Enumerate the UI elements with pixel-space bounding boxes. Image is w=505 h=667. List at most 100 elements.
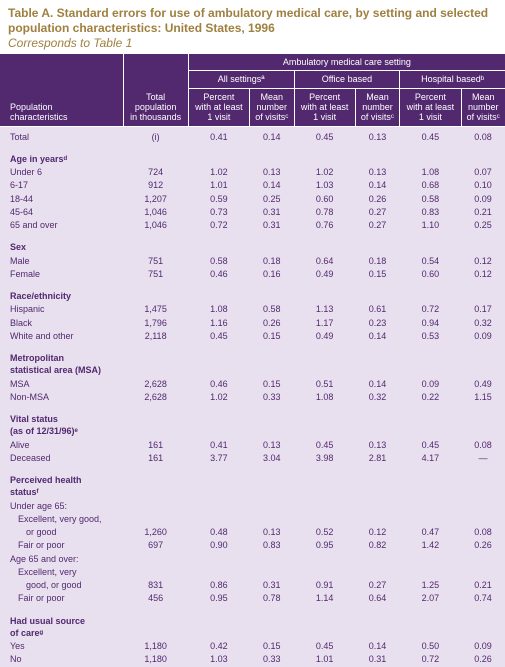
cell: 0.13 <box>355 166 400 179</box>
cell: 0.12 <box>461 255 505 268</box>
hdr-group-all: All settingsª <box>188 71 294 88</box>
table-row: Yes1,1800.420.150.450.140.500.09 <box>0 640 505 653</box>
cell <box>294 553 355 566</box>
cell: 456 <box>123 592 188 605</box>
cell: MSA <box>0 378 123 391</box>
cell: 1.03 <box>188 653 249 666</box>
cell: 0.58 <box>400 193 461 206</box>
section-title: Age in yearsᵈ <box>0 148 505 166</box>
cell: 0.32 <box>461 317 505 330</box>
cell <box>461 553 505 566</box>
cell: 1,180 <box>123 653 188 666</box>
cell: 0.14 <box>355 330 400 343</box>
cell <box>294 513 355 526</box>
cell: 2,628 <box>123 391 188 404</box>
cell: 0.54 <box>400 255 461 268</box>
cell: 1,180 <box>123 640 188 653</box>
cell: 161 <box>123 439 188 452</box>
cell: 0.53 <box>400 330 461 343</box>
table-row: 18-441,2070.590.250.600.260.580.09 <box>0 193 505 206</box>
cell: 0.33 <box>250 653 295 666</box>
cell: 0.59 <box>188 193 249 206</box>
cell: 0.49 <box>294 268 355 281</box>
cell: 0.15 <box>250 640 295 653</box>
cell: 0.32 <box>355 391 400 404</box>
table-row: Non-MSA2,6281.020.331.080.320.221.15 <box>0 391 505 404</box>
cell: 3.77 <box>188 452 249 465</box>
cell <box>250 500 295 513</box>
cell: 45-64 <box>0 206 123 219</box>
cell: Fair or poor <box>0 592 123 605</box>
table-row: Fair or poor6970.900.830.950.821.420.26 <box>0 539 505 552</box>
table-row: No1,1801.030.331.010.310.720.26 <box>0 653 505 666</box>
cell: Fair or poor <box>0 539 123 552</box>
section-title: Sex <box>0 236 505 254</box>
cell: 0.95 <box>294 539 355 552</box>
table-row: Male7510.580.180.640.180.540.12 <box>0 255 505 268</box>
cell: 0.17 <box>461 303 505 316</box>
cell: 161 <box>123 452 188 465</box>
cell <box>400 500 461 513</box>
cell: 0.18 <box>250 255 295 268</box>
cell: 0.31 <box>250 579 295 592</box>
table-row: Deceased1613.773.043.982.814.17— <box>0 452 505 465</box>
hdr-hosp-pct: Percentwith at least1 visit <box>400 88 461 126</box>
cell: 1,475 <box>123 303 188 316</box>
section-title: Had usual source <box>0 610 505 628</box>
cell: Male <box>0 255 123 268</box>
table-row: Total(i)0.410.140.450.130.450.08 <box>0 131 505 144</box>
table-row: Age in yearsᵈ <box>0 148 505 166</box>
cell: 0.13 <box>250 439 295 452</box>
cell: 0.26 <box>461 653 505 666</box>
cell: 1.08 <box>400 166 461 179</box>
section-title: Metropolitan <box>0 347 505 365</box>
cell: 1,796 <box>123 317 188 330</box>
cell: 3.04 <box>250 452 295 465</box>
cell: 0.45 <box>294 640 355 653</box>
cell: 2.07 <box>400 592 461 605</box>
cell: 0.86 <box>188 579 249 592</box>
cell <box>355 513 400 526</box>
cell: Hispanic <box>0 303 123 316</box>
cell: 0.15 <box>250 378 295 391</box>
table-row: Under age 65: <box>0 500 505 513</box>
cell: 1.13 <box>294 303 355 316</box>
cell: 0.45 <box>294 131 355 144</box>
cell: 0.10 <box>461 179 505 192</box>
cell: 0.08 <box>461 131 505 144</box>
cell <box>250 513 295 526</box>
cell: 0.51 <box>294 378 355 391</box>
cell: 0.21 <box>461 579 505 592</box>
cell: 0.60 <box>400 268 461 281</box>
cell: 1.08 <box>294 391 355 404</box>
cell: Female <box>0 268 123 281</box>
cell: 0.12 <box>461 268 505 281</box>
table-row: Had usual source <box>0 610 505 628</box>
table-row: or good1,2600.480.130.520.120.470.08 <box>0 526 505 539</box>
cell: 0.15 <box>250 330 295 343</box>
cell: Age 65 and over: <box>0 553 123 566</box>
cell: 0.83 <box>400 206 461 219</box>
cell: 1.15 <box>461 391 505 404</box>
cell: 0.45 <box>294 439 355 452</box>
cell: 0.61 <box>355 303 400 316</box>
cell: 912 <box>123 179 188 192</box>
table-row: Perceived health <box>0 469 505 487</box>
hdr-all-mean: Meannumberof visitsᶜ <box>250 88 295 126</box>
cell: 0.68 <box>400 179 461 192</box>
cell: 3.98 <box>294 452 355 465</box>
cell: 0.27 <box>355 206 400 219</box>
cell: 0.23 <box>355 317 400 330</box>
cell: 0.08 <box>461 526 505 539</box>
cell: 0.64 <box>294 255 355 268</box>
hdr-super: Ambulatory medical care setting <box>188 54 505 71</box>
section-title: of careᵍ <box>0 628 505 640</box>
cell <box>355 553 400 566</box>
cell <box>123 553 188 566</box>
table-row: 6-179121.010.141.030.140.680.10 <box>0 179 505 192</box>
cell: 2,628 <box>123 378 188 391</box>
hdr-off-mean: Meannumberof visitsᶜ <box>355 88 400 126</box>
cell: 0.46 <box>188 268 249 281</box>
cell: 1.16 <box>188 317 249 330</box>
cell: 0.14 <box>355 179 400 192</box>
